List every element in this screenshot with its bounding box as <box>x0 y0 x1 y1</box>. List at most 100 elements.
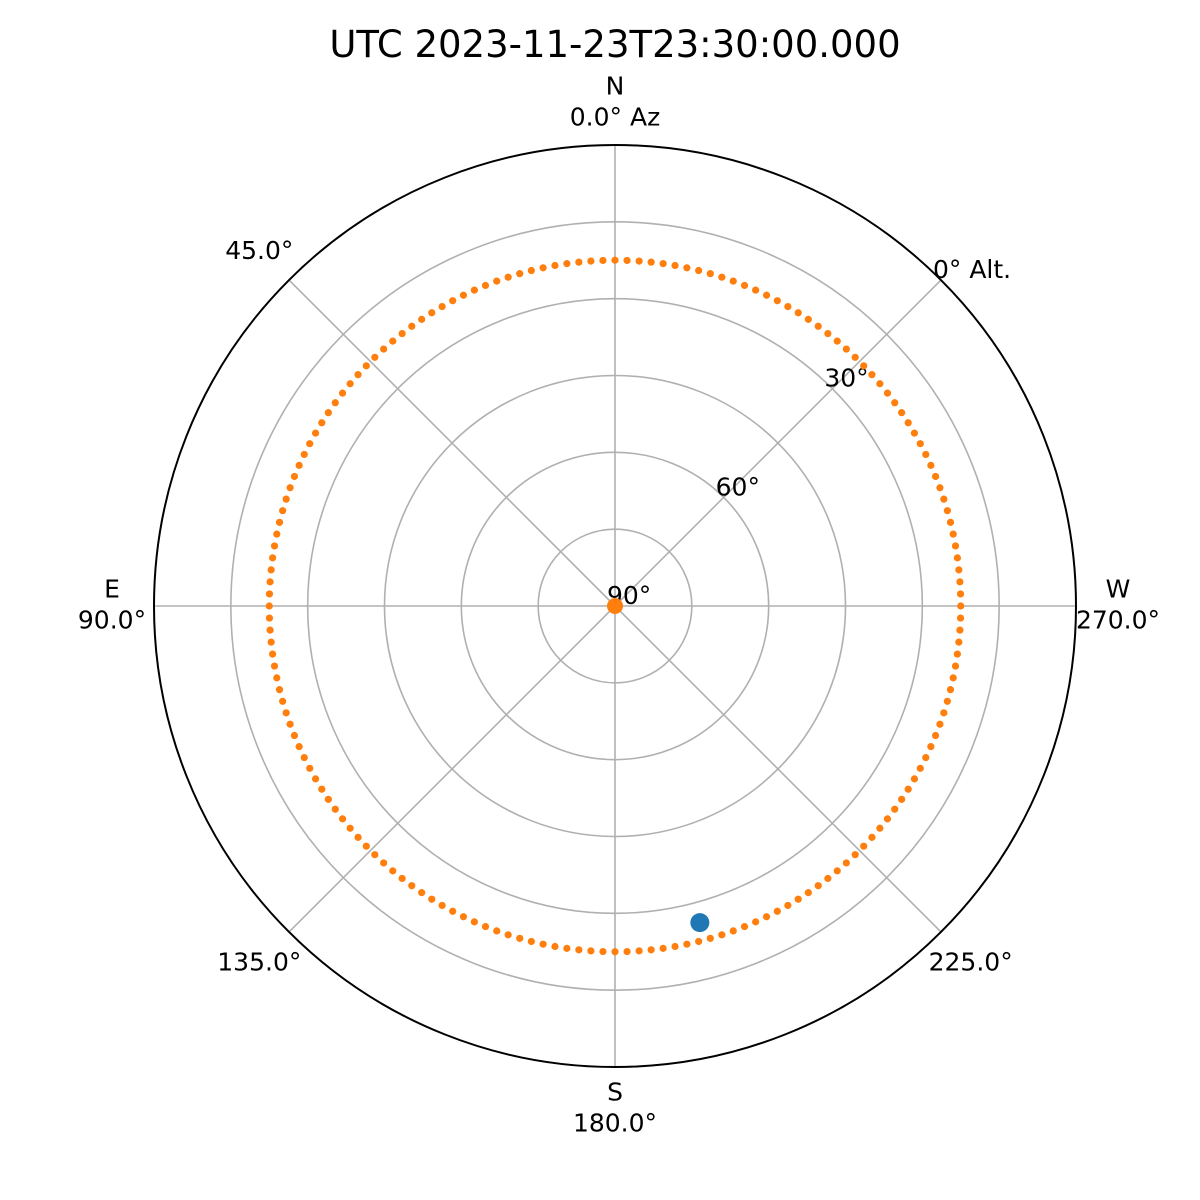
ring-point <box>265 614 274 622</box>
ring-point <box>331 805 339 813</box>
ring-point <box>927 461 935 469</box>
ring-point <box>706 934 714 942</box>
ring-point <box>318 419 326 427</box>
ring-point <box>273 530 281 538</box>
ring-point <box>539 264 547 272</box>
ring-point <box>269 650 277 658</box>
azimuth-cardinal-label: N <box>606 71 625 100</box>
ring-point <box>784 302 792 311</box>
ring-point <box>623 947 631 956</box>
ring-point <box>936 484 944 492</box>
ring-point <box>311 775 320 783</box>
altitude-tick-label: 60° <box>716 472 760 501</box>
ring-point <box>599 256 607 265</box>
ring-point <box>671 942 679 951</box>
ring-point <box>449 907 457 915</box>
altitude-gridline <box>460 451 770 761</box>
ring-point <box>371 851 379 859</box>
ring-point <box>784 901 792 910</box>
ring-point <box>354 833 362 841</box>
ring-point <box>943 697 951 705</box>
ring-point <box>279 697 287 705</box>
ring-point <box>266 578 274 586</box>
ring-point <box>408 322 416 330</box>
ring-point <box>269 554 277 562</box>
ring-point <box>282 495 290 503</box>
ring-point <box>695 266 703 275</box>
ring-point <box>418 315 426 323</box>
grid <box>153 144 1077 1068</box>
ring-point <box>493 277 501 285</box>
ring-point <box>295 461 303 469</box>
ring-point <box>265 602 273 610</box>
ring-point <box>898 795 906 803</box>
ring-point <box>876 380 884 388</box>
azimuth-tick-label: E 90.0° <box>78 574 146 634</box>
ring-point <box>956 578 964 586</box>
azimuth-tick-label: S 180.0° <box>573 1077 657 1137</box>
ring-point <box>951 662 960 670</box>
ring-point <box>695 937 703 946</box>
ring-point <box>916 764 924 772</box>
ring-point <box>318 785 326 793</box>
ring-point <box>740 922 749 931</box>
ring-point <box>718 273 726 281</box>
ring-point <box>824 329 832 338</box>
ring-point <box>814 322 822 330</box>
ring-point <box>331 399 339 407</box>
ring-point <box>868 371 876 379</box>
ring-point <box>904 785 912 793</box>
ring-point <box>354 371 362 379</box>
ring-point <box>868 833 876 841</box>
ring-point <box>729 927 737 935</box>
ring-point <box>300 753 308 762</box>
ring-point <box>306 440 314 448</box>
ring-point <box>611 948 619 956</box>
ring-point <box>876 824 884 832</box>
ring-point <box>671 261 679 270</box>
ring-point <box>842 859 850 867</box>
ring-point <box>891 399 899 407</box>
ring-point <box>936 720 944 728</box>
ring-point <box>659 944 667 952</box>
ring-point <box>922 450 930 459</box>
ring-point <box>683 940 691 948</box>
ring-point <box>943 507 951 515</box>
ring-point <box>270 542 279 550</box>
azimuth-degree-label: 180.0° <box>573 1109 657 1138</box>
ring-point <box>428 309 436 317</box>
ring-point <box>883 389 892 397</box>
ring-point <box>389 867 397 875</box>
ring-point <box>718 931 726 939</box>
ring-point <box>842 345 850 353</box>
ring-point <box>481 922 490 931</box>
ring-point <box>428 895 436 903</box>
ring-point <box>459 913 468 921</box>
ring-point <box>389 337 397 345</box>
ring-point <box>306 764 314 772</box>
azimuth-tick-label: 225.0° <box>929 947 1013 976</box>
ring-point <box>551 942 559 951</box>
ring-point <box>300 450 308 459</box>
ring-point <box>833 337 841 345</box>
ring-point <box>635 257 643 265</box>
ring-point <box>516 934 524 942</box>
ring-point <box>324 795 332 803</box>
ring-point <box>282 709 290 717</box>
ring-point <box>851 851 859 859</box>
ring-point <box>910 429 919 437</box>
ring-point <box>449 297 457 305</box>
ring-point <box>324 409 332 417</box>
ring-point <box>587 257 595 265</box>
altitude-gridline <box>383 374 847 838</box>
ring-point <box>949 530 957 538</box>
ring-point <box>946 686 955 694</box>
ring-point <box>729 277 737 285</box>
ring-point <box>647 258 655 266</box>
ring-point <box>953 554 961 562</box>
ring-point <box>794 309 802 317</box>
azimuth-degree-label: 90.0° <box>78 606 146 635</box>
ring-point <box>860 842 868 850</box>
ring-point <box>804 315 812 323</box>
ring-point <box>910 775 919 783</box>
